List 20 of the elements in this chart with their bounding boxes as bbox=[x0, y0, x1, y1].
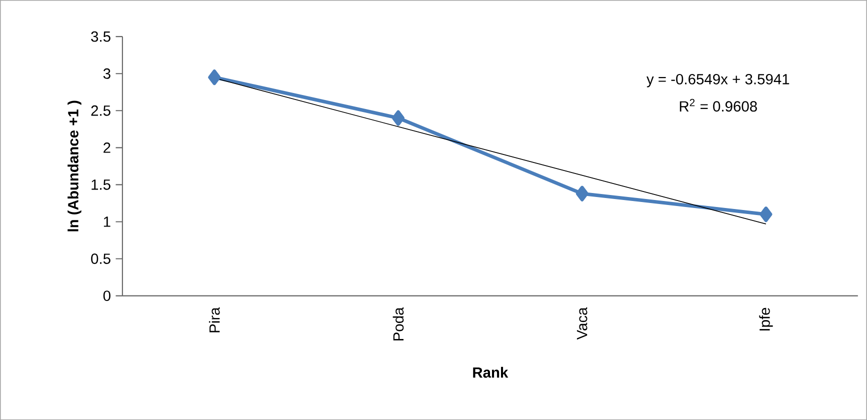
point bbox=[576, 186, 588, 202]
y-axis-title: ln (Abundance +1 ) bbox=[68, 100, 82, 232]
x-tick-label: Ipfe bbox=[759, 308, 773, 330]
annotation: y = -0.6549x + 3.5941 bbox=[646, 74, 790, 88]
x-tick-label: Vaca bbox=[576, 307, 588, 340]
x-axis-title: Rank bbox=[473, 366, 508, 378]
x-tick-label: Pira bbox=[208, 307, 220, 332]
y-tick-label: 0 bbox=[103, 290, 110, 301]
y-tick-label: 1 bbox=[104, 216, 110, 227]
point bbox=[392, 110, 405, 126]
y-tick-label: 0.5 bbox=[91, 253, 110, 264]
y-tick-label: 2 bbox=[104, 142, 110, 153]
y-tick-label: 2.5 bbox=[91, 105, 110, 116]
point bbox=[208, 69, 221, 85]
y-tick-label: 3 bbox=[103, 68, 110, 79]
point bbox=[760, 206, 772, 222]
x-tick-label: Poda bbox=[392, 307, 404, 340]
y-tick-label: 1.5 bbox=[92, 179, 110, 190]
annotation: R$^{2}$ = 0.9608 bbox=[680, 98, 757, 112]
y-tick-label: 3.5 bbox=[91, 31, 110, 42]
